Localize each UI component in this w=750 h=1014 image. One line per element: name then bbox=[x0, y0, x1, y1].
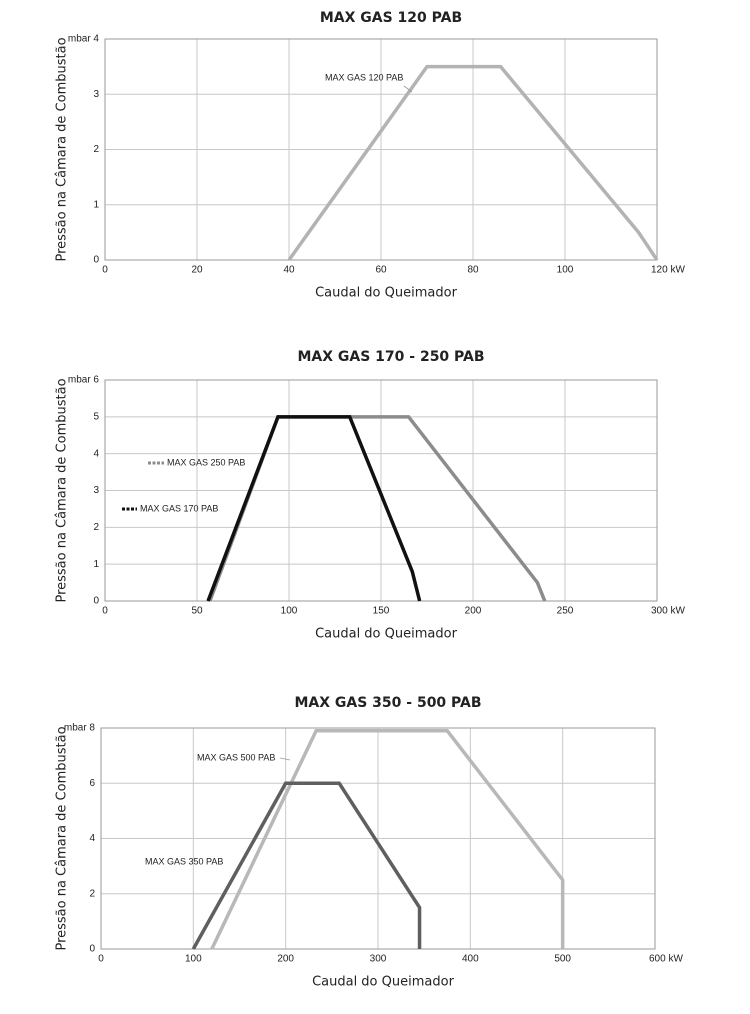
x-axis-label: Caudal do Queimador bbox=[312, 975, 455, 990]
series-label: MAX GAS 170 PAB bbox=[140, 503, 218, 513]
series-label: MAX GAS 500 PAB bbox=[197, 752, 275, 762]
x-axis-label: Caudal do Queimador bbox=[315, 286, 458, 301]
y-tick-label: 5 bbox=[93, 411, 99, 422]
x-tick-label: 0 bbox=[102, 265, 108, 276]
y-tick-label: 1 bbox=[93, 199, 99, 210]
y-tick-label: 1 bbox=[93, 559, 99, 570]
x-tick-label: 120 kW bbox=[651, 265, 685, 276]
y-tick-label: 2 bbox=[93, 144, 99, 155]
x-tick-label: 100 bbox=[185, 954, 202, 965]
x-tick-label: 200 bbox=[277, 954, 294, 965]
x-tick-label: 600 kW bbox=[649, 954, 683, 965]
y-tick-label: 2 bbox=[89, 888, 95, 899]
y-tick-label: 0 bbox=[93, 255, 99, 266]
y-tick-label: mbar 6 bbox=[68, 375, 100, 386]
x-tick-label: 300 bbox=[370, 954, 387, 965]
plot-frame bbox=[100, 727, 656, 950]
y-tick-label: 6 bbox=[89, 778, 95, 789]
y-tick-label: mbar 4 bbox=[68, 34, 100, 45]
series-line bbox=[208, 415, 547, 602]
x-tick-label: 250 bbox=[557, 606, 574, 617]
y-tick-label: 4 bbox=[93, 448, 99, 459]
x-tick-label: 100 bbox=[281, 606, 298, 617]
leader-line bbox=[279, 757, 291, 761]
x-tick-label: 0 bbox=[98, 954, 104, 965]
series-line bbox=[287, 64, 659, 262]
x-tick-label: 500 bbox=[554, 954, 571, 965]
x-tick-label: 150 bbox=[373, 606, 390, 617]
plot-frame bbox=[104, 38, 658, 261]
x-tick-label: 50 bbox=[191, 606, 203, 617]
x-tick-label: 60 bbox=[375, 265, 387, 276]
leader-line bbox=[403, 85, 413, 93]
chart-title: MAX GAS 350 - 500 PAB bbox=[294, 695, 481, 711]
y-tick-label: 4 bbox=[89, 833, 95, 844]
series-label: MAX GAS 350 PAB bbox=[145, 856, 223, 866]
series-line bbox=[210, 729, 565, 950]
chart-title: MAX GAS 170 - 250 PAB bbox=[297, 349, 484, 365]
y-tick-label: 3 bbox=[93, 89, 99, 100]
y-axis-label: Pressão na Câmara de Combustão bbox=[55, 726, 70, 950]
x-tick-label: 20 bbox=[191, 265, 203, 276]
y-tick-label: 3 bbox=[93, 485, 99, 496]
y-tick-label: mbar 8 bbox=[64, 723, 96, 734]
x-tick-label: 200 bbox=[465, 606, 482, 617]
x-tick-label: 300 kW bbox=[651, 606, 685, 617]
series-line bbox=[206, 415, 422, 602]
y-axis-label: Pressão na Câmara de Combustão bbox=[55, 37, 70, 261]
x-tick-label: 0 bbox=[102, 606, 108, 617]
x-tick-label: 80 bbox=[467, 265, 479, 276]
series-label: MAX GAS 120 PAB bbox=[325, 72, 403, 82]
plot-frame bbox=[104, 379, 658, 602]
x-axis-label: Caudal do Queimador bbox=[315, 627, 458, 642]
series-line bbox=[191, 781, 422, 950]
x-tick-label: 100 bbox=[557, 265, 574, 276]
series-label: MAX GAS 250 PAB bbox=[167, 457, 245, 467]
x-tick-label: 400 bbox=[462, 954, 479, 965]
y-tick-label: 0 bbox=[93, 596, 99, 607]
x-tick-label: 40 bbox=[283, 265, 295, 276]
y-tick-label: 2 bbox=[93, 522, 99, 533]
y-tick-label: 0 bbox=[89, 944, 95, 955]
chart-title: MAX GAS 120 PAB bbox=[320, 10, 462, 26]
y-axis-label: Pressão na Câmara de Combustão bbox=[55, 378, 70, 602]
